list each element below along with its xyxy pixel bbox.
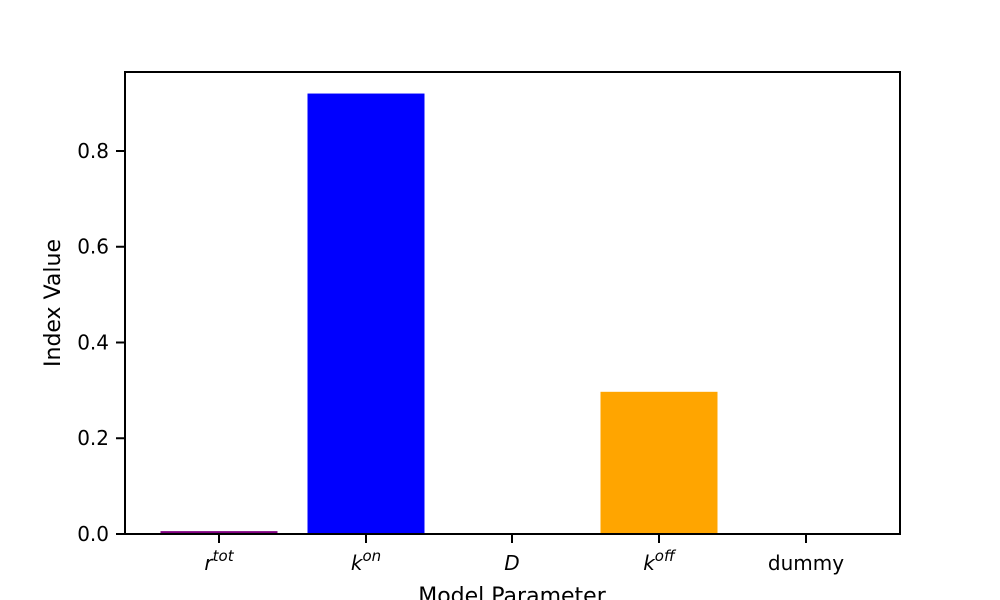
x-axis-title: Model Parameter <box>418 584 606 600</box>
bars-group <box>160 93 718 535</box>
bar-3 <box>600 391 718 534</box>
y-tick-label: 0.0 <box>77 522 109 546</box>
x-tick-label: kon <box>351 547 381 575</box>
plot-frame <box>124 71 901 535</box>
y-axis-title: Index Value <box>41 239 66 367</box>
y-tick-label: 0.8 <box>77 139 109 163</box>
bar-1 <box>307 93 425 535</box>
bar-0 <box>160 531 278 534</box>
x-tick-label: rtot <box>204 547 234 575</box>
y-tick-label: 0.4 <box>77 330 109 354</box>
x-tick-label: D <box>504 551 519 575</box>
y-tick-label: 0.2 <box>77 426 109 450</box>
y-tick-label: 0.6 <box>77 235 109 259</box>
y-axis: 0.0 0.2 0.4 0.6 0.8 <box>77 139 125 546</box>
x-tick-label: dummy <box>768 551 844 575</box>
x-tick-label: koff <box>643 547 677 575</box>
